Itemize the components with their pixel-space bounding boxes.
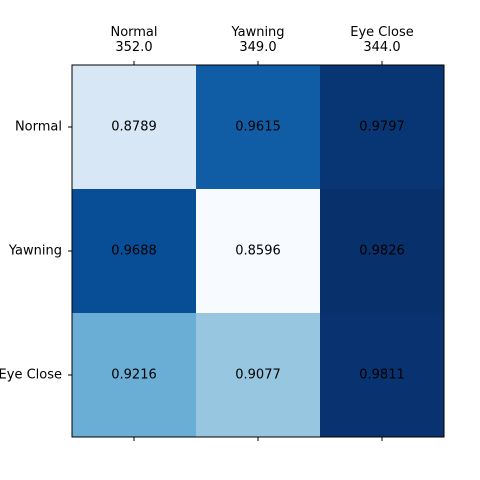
- heatmap-cells: [72, 65, 445, 438]
- heatmap-cell-r1-c0: [72, 189, 197, 314]
- heatmap-value-label-r1-c1: 0.8596: [235, 244, 281, 259]
- heatmap-cell-r0-c1: [196, 65, 321, 190]
- heatmap-cell-r0-c0: [72, 65, 197, 190]
- heatmap-cell-r1-c1: [196, 189, 321, 314]
- y-tick-label-0: Normal: [15, 120, 62, 135]
- heatmap-value-label-r1-c2: 0.9826: [359, 244, 405, 259]
- heatmap-value-label-r0-c1: 0.9615: [235, 120, 281, 135]
- y-tick-label-2: Eye Close: [0, 368, 62, 383]
- heatmap-value-label-r2-c1: 0.9077: [235, 368, 281, 383]
- heatmap-value-label-r2-c2: 0.9811: [359, 368, 405, 383]
- heatmap-cell-r1-c2: [320, 189, 445, 314]
- heatmap-value-label-r2-c0: 0.9216: [111, 368, 157, 383]
- heatmap-cell-r2-c1: [196, 313, 321, 438]
- x-tick-count-1: 349.0: [239, 40, 276, 55]
- heatmap-value-label-r0-c0: 0.8789: [111, 120, 157, 135]
- x-tick-label-0: Normal: [110, 25, 157, 40]
- x-tick-label-2: Eye Close: [350, 25, 413, 40]
- heatmap-value-label-r0-c2: 0.9797: [359, 120, 405, 135]
- x-tick-label-1: Yawning: [230, 25, 284, 40]
- x-tick-count-0: 352.0: [115, 40, 152, 55]
- heatmap-cell-r2-c0: [72, 313, 197, 438]
- x-tick-count-2: 344.0: [363, 40, 400, 55]
- heatmap-cell-r0-c2: [320, 65, 445, 190]
- y-tick-label-1: Yawning: [8, 244, 62, 259]
- heatmap-cell-labels: 0.8789 0.9615 0.9797 0.9688 0.8596 0.9826 0.92…: [111, 120, 405, 383]
- heatmap-value-label-r1-c0: 0.9688: [111, 244, 157, 259]
- heatmap-cell-r2-c2: [320, 313, 445, 438]
